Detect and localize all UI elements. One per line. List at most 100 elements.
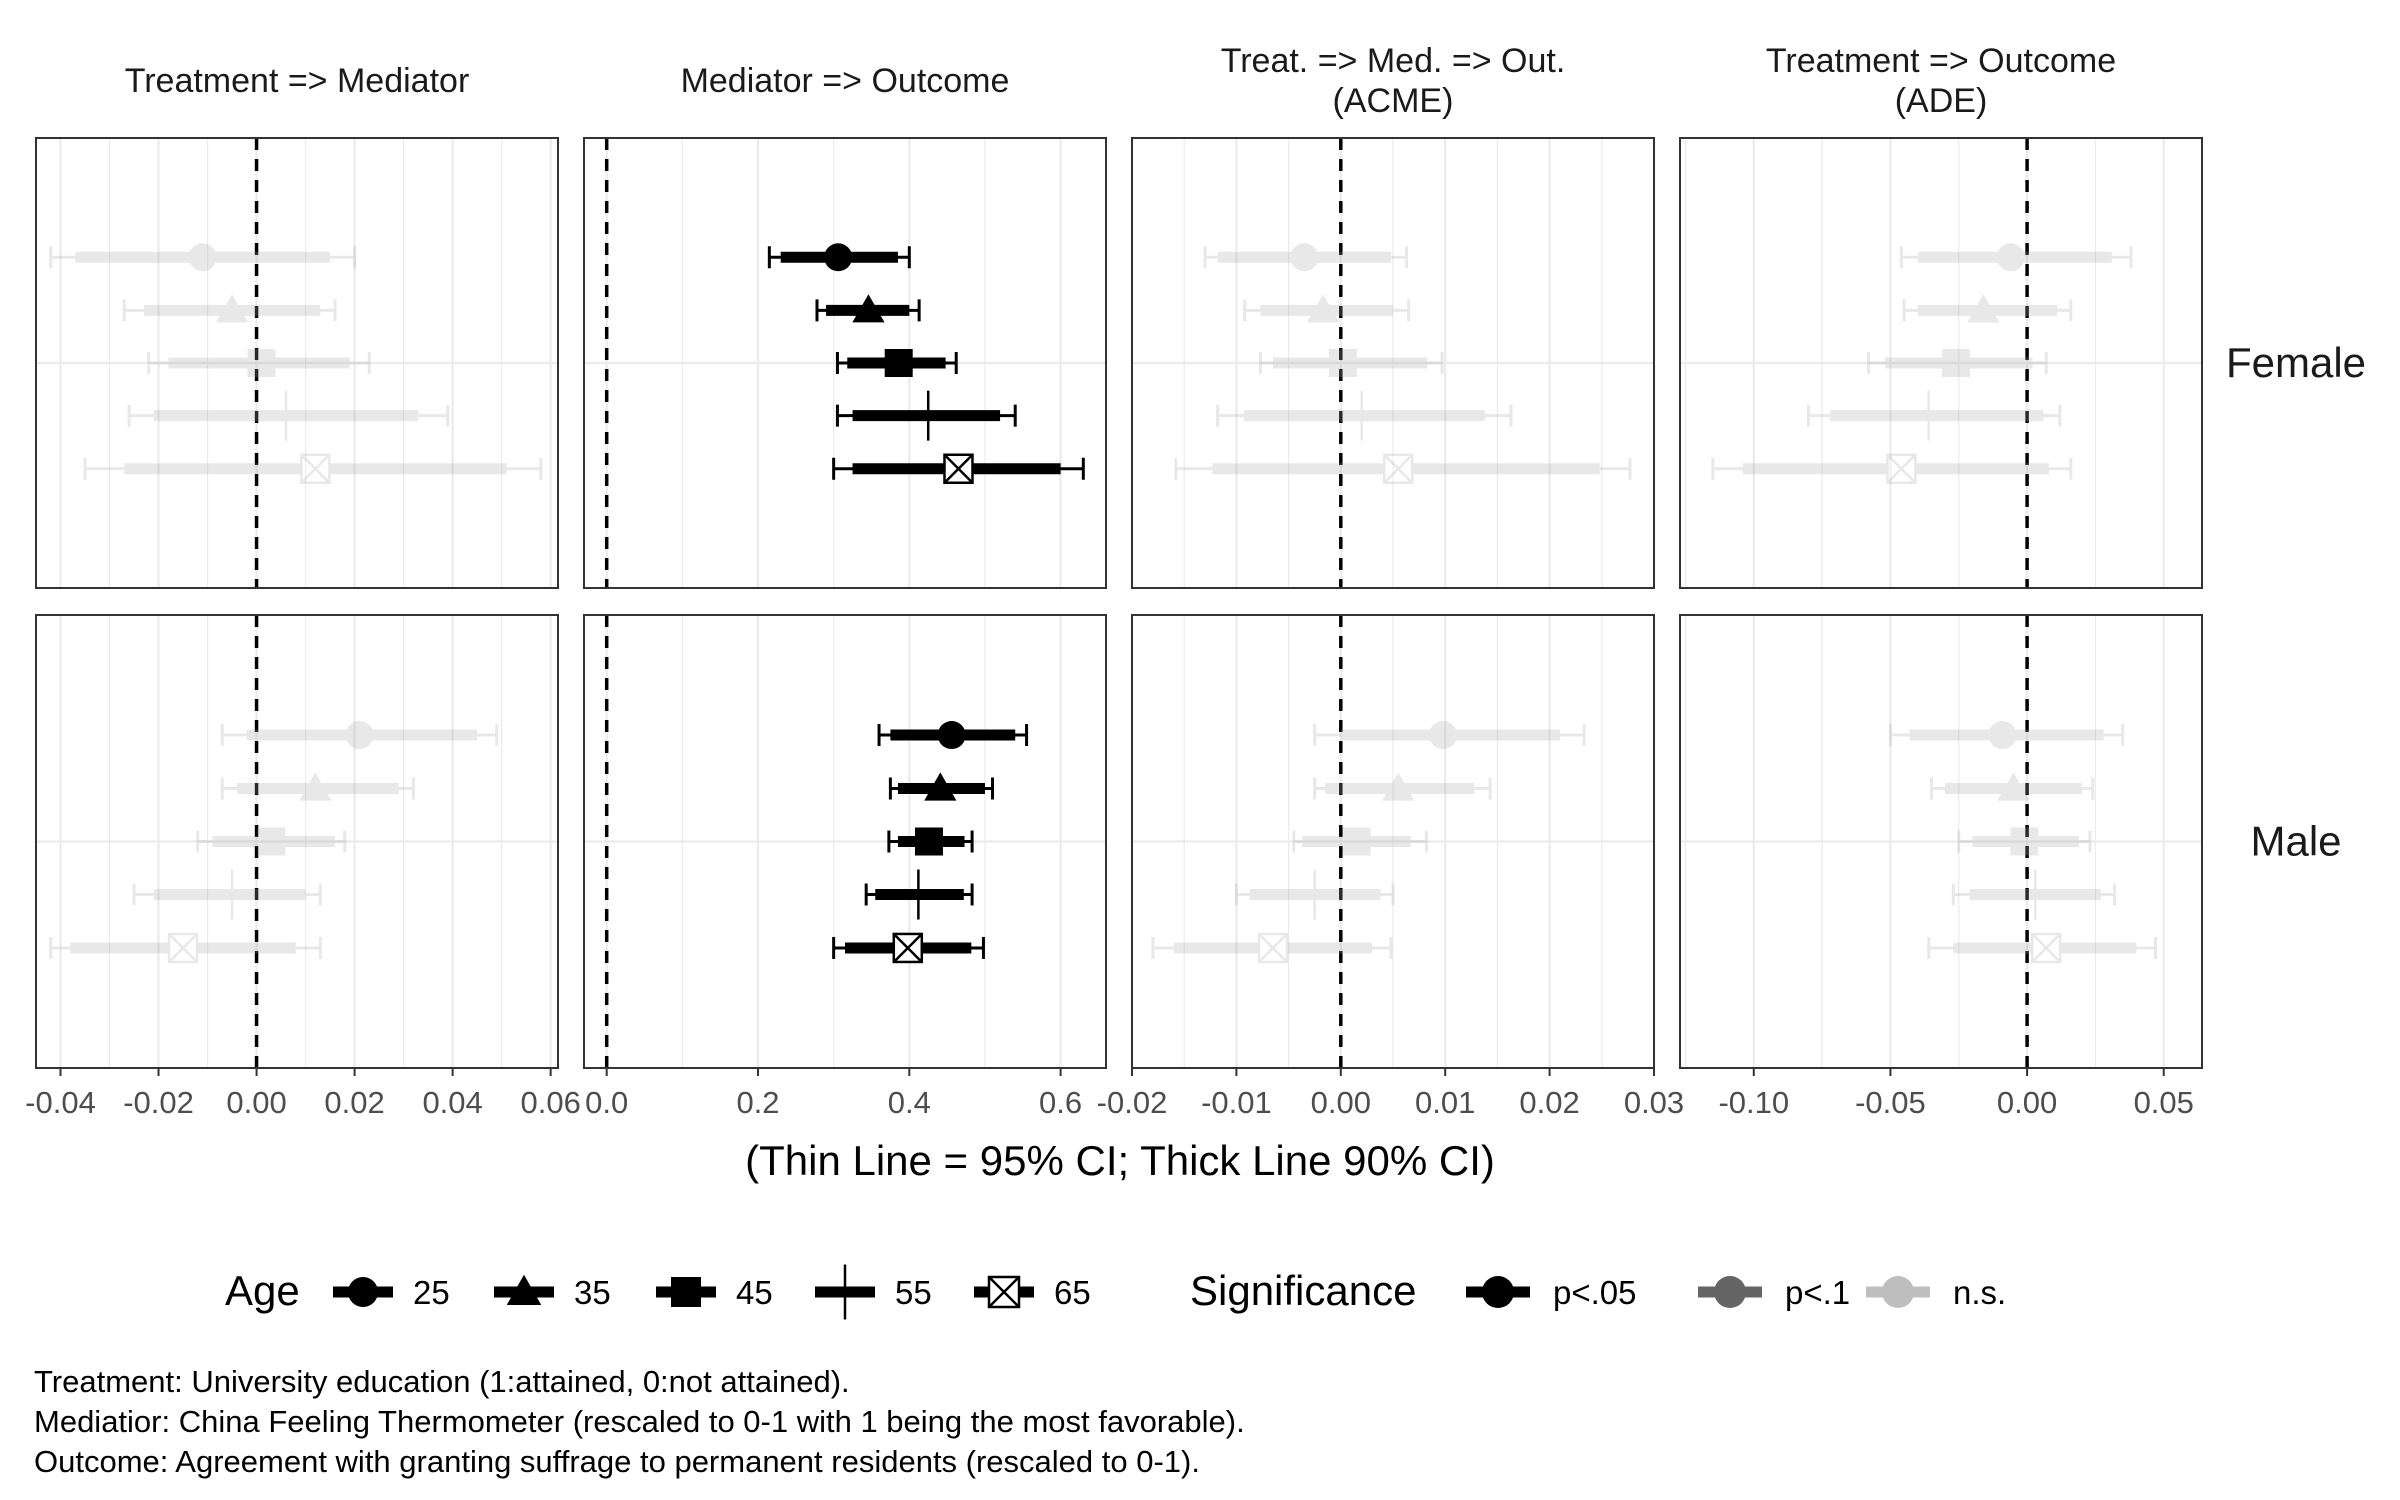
point-marker [2010,827,2039,856]
point-marker [215,294,249,323]
point-marker [1339,390,1384,441]
legend-shape [820,1264,870,1320]
estimate-age-25 [220,721,499,750]
point-marker [906,390,951,441]
estimate-age-45 [1292,827,1428,856]
panel-border [1131,614,1655,1069]
estimate-age-25 [49,243,357,272]
facet-panel [583,614,1107,1069]
estimate-age-45 [887,827,974,856]
legend-key-sig [1866,1276,1930,1308]
estimate-age-25 [1888,721,2125,750]
row-strip-label: Female [2226,339,2366,386]
column-strip-title: Treatment => Mediator [125,62,470,100]
point-marker [1257,932,1289,964]
panel-border [35,614,559,1069]
legend-key-sig [1698,1276,1762,1308]
estimate-age-45 [1258,349,1444,377]
legend-label-age: 35 [574,1274,611,1311]
estimate-age-25 [1313,721,1586,750]
x-axes: -0.04 -0.02 0.00 0.02 0.04 0.06 0.0 0.2 0.4 0.6 -0… [25,1068,2194,1120]
point-marker [263,390,308,441]
x-tick-label: 0.03 [1624,1085,1684,1120]
caption: Treatment: University education (1:attai… [34,1364,1245,1479]
estimate-age-65 [1174,453,1632,484]
point-marker [924,772,957,801]
x-tick-label: 0.01 [1415,1085,1475,1120]
estimate-age-25 [1899,243,2133,272]
estimate-age-65 [1151,932,1393,964]
point-marker [914,827,943,856]
x-tick-label: -0.10 [1718,1085,1789,1120]
point-marker [1292,869,1337,920]
point-marker [299,772,332,801]
estimate-age-65 [49,932,322,964]
estimate-age-45 [147,349,371,377]
point-marker [1906,390,1951,441]
point-marker [188,243,217,272]
estimate-age-55 [1234,869,1395,920]
estimate-age-55 [864,869,974,920]
x-tick-label: 0.6 [1039,1085,1082,1120]
legend-label-age: 45 [736,1274,773,1311]
legend-key-sig [1466,1276,1530,1308]
estimate-age-55 [132,869,322,920]
legend-shape [506,1274,542,1305]
estimate-age-65 [1711,453,2073,484]
legend-key-age-65: 65 [974,1274,1091,1311]
estimate-age-65 [83,453,543,484]
estimate-age-25 [1203,243,1409,272]
legend-age-keys: 25 35 45 55 65 [333,1264,1091,1320]
point-marker [892,932,924,964]
x-tick-label: 0.2 [736,1085,779,1120]
point-marker [257,827,286,856]
column-strip-title: Mediator => Outcome [681,62,1010,100]
panel-border [1679,137,2203,589]
point-marker [167,932,199,964]
point-marker [824,243,853,272]
estimate-age-35 [888,772,995,801]
facet-panel [1679,614,2203,1069]
point-marker [300,453,331,484]
legend-key-age-35: 35 [494,1274,611,1311]
estimate-age-65 [1927,932,2158,964]
legend-label-age: 55 [895,1274,932,1311]
row-strip-label: Male [2250,818,2341,865]
point-marker [884,349,913,377]
x-tick-label: 0.00 [226,1085,286,1120]
x-tick-label: -0.01 [1201,1085,1272,1120]
x-tick-label: 0.0 [585,1085,628,1120]
legend-key-age-55: 55 [815,1264,932,1320]
legend-label-sig: n.s. [1953,1274,2006,1311]
point-marker [1997,772,2030,801]
facet-strips: Treatment => Mediator Mediator => Outcome… [125,42,2366,865]
panel-border [1131,137,1655,589]
panel-border [35,137,559,589]
point-marker [937,721,966,750]
point-marker [1988,721,2017,750]
estimate-age-25 [877,721,1029,750]
point-marker [943,453,974,484]
x-tick-label: 0.00 [1311,1085,1371,1120]
estimate-age-55 [127,390,450,441]
legend-key-age-45: 45 [656,1274,773,1311]
point-marker [1342,827,1371,856]
point-marker [896,869,941,920]
x-tick-label: 0.00 [1997,1085,2057,1120]
point-marker [1996,243,2025,272]
facet-panel [1130,137,1656,589]
estimate-age-65 [832,453,1085,484]
point-marker [1290,243,1319,272]
estimate-age-45 [1957,827,2092,856]
estimate-age-25 [767,243,911,272]
estimate-age-45 [196,827,347,856]
legend-label-age: 25 [413,1274,450,1311]
x-tick-label: 0.02 [1519,1085,1579,1120]
panel-border [583,137,1107,589]
estimate-age-35 [122,294,337,323]
x-tick-label: 0.06 [520,1085,580,1120]
estimate-age-35 [815,294,921,323]
legend-shape [671,1277,701,1307]
estimate-age-35 [1902,294,2073,323]
